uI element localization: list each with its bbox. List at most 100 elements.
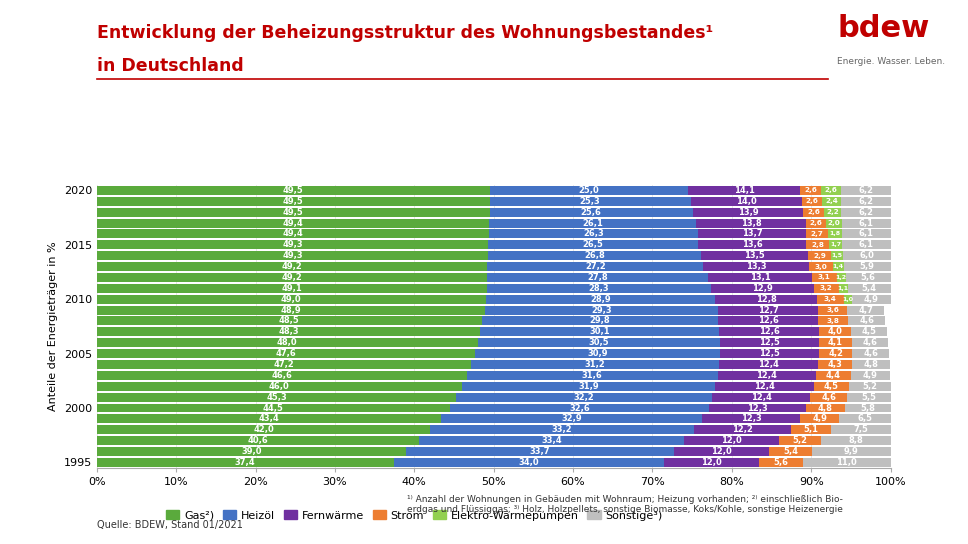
Bar — [819, 327, 851, 336]
Bar — [480, 327, 719, 336]
Text: 13,6: 13,6 — [742, 240, 763, 249]
Text: 12,9: 12,9 — [752, 284, 772, 293]
Bar — [852, 360, 890, 369]
Bar — [478, 338, 720, 347]
Text: 6,1: 6,1 — [859, 240, 874, 249]
Text: 12,4: 12,4 — [758, 360, 779, 369]
Bar — [674, 447, 770, 456]
Bar — [806, 230, 828, 238]
Text: 2,9: 2,9 — [813, 252, 826, 259]
Bar — [97, 393, 456, 401]
Text: 33,4: 33,4 — [541, 436, 562, 445]
Bar — [779, 436, 821, 445]
Bar — [97, 425, 430, 434]
Text: 3,4: 3,4 — [824, 296, 836, 302]
Text: 29,8: 29,8 — [590, 317, 611, 325]
Text: 4,6: 4,6 — [863, 349, 878, 358]
Bar — [489, 230, 698, 238]
Bar — [97, 371, 467, 380]
Text: 49,5: 49,5 — [283, 197, 304, 206]
Bar — [485, 306, 717, 314]
Text: 12,4: 12,4 — [756, 371, 777, 380]
Bar — [97, 327, 480, 336]
Bar — [486, 295, 715, 304]
Bar — [812, 273, 836, 282]
Text: 6,1: 6,1 — [859, 219, 874, 227]
Bar — [97, 284, 487, 293]
Bar — [97, 262, 487, 271]
Text: 49,4: 49,4 — [283, 219, 303, 227]
Bar — [690, 197, 802, 206]
Bar — [818, 360, 852, 369]
Text: 1,0: 1,0 — [842, 296, 853, 302]
Bar — [844, 404, 891, 412]
Bar — [717, 306, 818, 314]
Bar — [824, 208, 841, 217]
Text: 46,6: 46,6 — [271, 371, 292, 380]
Bar — [818, 317, 849, 325]
Bar — [711, 284, 813, 293]
Text: 26,8: 26,8 — [584, 251, 605, 260]
Text: 45,3: 45,3 — [266, 393, 287, 401]
Text: 1,7: 1,7 — [830, 242, 841, 248]
Text: 32,9: 32,9 — [561, 415, 582, 423]
Text: 4,9: 4,9 — [812, 415, 827, 423]
Text: 2,0: 2,0 — [828, 220, 840, 226]
Bar — [487, 284, 711, 293]
Bar — [806, 404, 844, 412]
Bar — [490, 186, 688, 195]
Text: 6,2: 6,2 — [859, 186, 873, 195]
Text: Energie. Wasser. Leben.: Energie. Wasser. Leben. — [837, 57, 946, 66]
Bar — [97, 458, 394, 467]
Text: 12,6: 12,6 — [759, 327, 779, 336]
Text: 12,4: 12,4 — [754, 382, 774, 391]
Text: 12,0: 12,0 — [721, 436, 742, 445]
Text: 2,6: 2,6 — [809, 220, 823, 226]
Bar — [97, 382, 462, 391]
Bar — [490, 197, 690, 206]
Text: 48,3: 48,3 — [278, 327, 299, 336]
Bar — [430, 425, 694, 434]
Bar — [806, 240, 829, 249]
Bar — [836, 273, 846, 282]
Bar — [694, 425, 791, 434]
Bar — [488, 240, 699, 249]
Text: 4,8: 4,8 — [863, 360, 878, 369]
Bar — [720, 349, 819, 358]
Bar — [97, 208, 490, 217]
Bar — [715, 382, 813, 391]
Bar — [821, 436, 891, 445]
Text: ¹⁾ Anzahl der Wohnungen in Gebäuden mit Wohnraum; Heizung vorhanden; ²⁾ einschli: ¹⁾ Anzahl der Wohnungen in Gebäuden mit … — [407, 494, 842, 514]
Bar — [462, 382, 715, 391]
Text: 32,2: 32,2 — [574, 393, 594, 401]
Text: 4,6: 4,6 — [862, 338, 877, 347]
Legend: Gas²), Heizöl, Fernwärme, Strom, Elektro-Wärmepumpen, Sonstige³): Gas²), Heizöl, Fernwärme, Strom, Elektro… — [166, 510, 662, 521]
Text: 44,5: 44,5 — [263, 404, 284, 412]
Bar — [97, 186, 490, 195]
Text: 26,1: 26,1 — [582, 219, 603, 227]
Bar — [827, 219, 842, 227]
Text: 4,9: 4,9 — [862, 371, 878, 380]
Bar — [849, 317, 885, 325]
Text: 3,2: 3,2 — [820, 285, 832, 292]
Bar — [805, 219, 827, 227]
Text: 49,1: 49,1 — [282, 284, 302, 293]
Text: 47,6: 47,6 — [275, 349, 296, 358]
Bar — [482, 317, 718, 325]
Bar — [703, 415, 801, 423]
Bar — [832, 262, 844, 271]
Bar — [709, 404, 806, 412]
Bar — [841, 186, 891, 195]
Text: 26,3: 26,3 — [583, 230, 604, 238]
Bar — [816, 371, 851, 380]
Bar — [693, 208, 803, 217]
Bar — [813, 382, 849, 391]
Bar — [802, 197, 822, 206]
Bar — [843, 251, 891, 260]
Bar — [97, 338, 478, 347]
Bar — [801, 415, 839, 423]
Text: 2,6: 2,6 — [807, 209, 820, 215]
Bar — [487, 273, 708, 282]
Text: 4,3: 4,3 — [828, 360, 842, 369]
Bar — [97, 240, 488, 249]
